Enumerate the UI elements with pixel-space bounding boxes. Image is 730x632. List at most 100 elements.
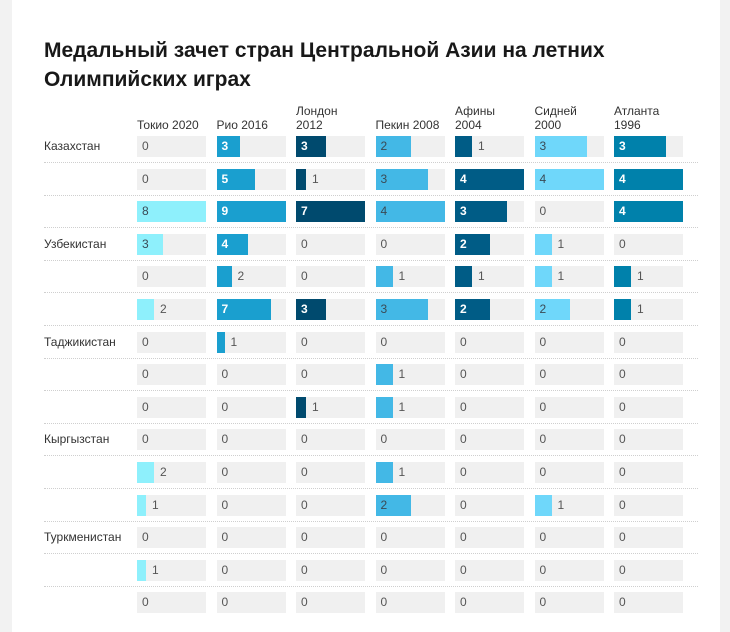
medal-cell: 0	[614, 233, 683, 255]
medal-cell: 0	[216, 396, 286, 418]
medal-cell: 3	[534, 136, 604, 157]
chart-card: Медальный зачет стран Центральной Азии н…	[12, 0, 720, 632]
medal-value: 1	[152, 562, 159, 577]
medal-value: 0	[221, 367, 229, 382]
medal-value: 2	[460, 302, 467, 316]
medal-value: 2	[380, 139, 388, 153]
medal-value: 0	[380, 530, 388, 545]
medal-cell: 0	[455, 462, 524, 483]
medal-cell: 9	[216, 201, 286, 223]
medal-cell: 0	[614, 331, 683, 353]
medal-bar	[216, 331, 225, 353]
medal-cell: 0	[534, 592, 604, 614]
medal-bar	[375, 494, 411, 516]
country-label: Узбекистан	[44, 236, 107, 251]
medal-value: 0	[460, 595, 467, 610]
medal-bar	[137, 559, 146, 581]
medal-cell: 0	[614, 527, 683, 549]
medal-value: 9	[221, 204, 229, 219]
medal-value: 0	[142, 530, 149, 545]
medal-cell: 0	[216, 462, 286, 483]
column-header: Пекин 2008	[376, 100, 452, 132]
medal-value: 0	[221, 432, 229, 447]
medal-bar	[534, 233, 552, 255]
medal-value: 0	[539, 465, 547, 479]
medal-value: 3	[301, 139, 308, 153]
medal-value: 0	[619, 334, 626, 349]
medal-value: 2	[539, 302, 547, 316]
medal-value: 0	[619, 497, 626, 512]
medal-cell: 3	[216, 136, 286, 157]
medal-value: 2	[460, 236, 467, 251]
medal-value: 0	[301, 497, 308, 512]
column-header-line2: 2012	[296, 118, 323, 132]
medal-value: 1	[478, 139, 485, 153]
medal-value: 5	[221, 171, 229, 186]
medal-bar	[216, 168, 255, 190]
medal-value: 0	[460, 530, 467, 545]
medal-bar	[455, 299, 490, 320]
medal-value: 0	[539, 367, 547, 382]
medal-value: 0	[539, 334, 547, 349]
medal-value: 7	[301, 204, 308, 219]
medal-bar	[375, 201, 445, 223]
column-header-line1: Лондон	[296, 104, 338, 118]
medal-bar	[216, 201, 286, 223]
medal-cell: 0	[614, 364, 683, 386]
medal-cell: 4	[216, 233, 286, 255]
medal-value: 0	[142, 399, 149, 414]
medal-cell: 1	[375, 396, 445, 418]
medal-cell: 1	[296, 168, 365, 190]
medal-value: 0	[142, 595, 149, 610]
medal-cell: 0	[137, 396, 206, 418]
row-divider	[44, 455, 698, 457]
medal-value: 0	[539, 562, 547, 577]
medal-bar	[375, 299, 428, 320]
medal-cell: 2	[534, 299, 604, 320]
medal-cell: 0	[216, 364, 286, 386]
medal-value: 3	[619, 139, 626, 153]
medal-value: 2	[160, 465, 167, 479]
row-divider	[44, 227, 698, 229]
medal-cell: 5	[216, 168, 286, 190]
medal-cell: 0	[534, 559, 604, 581]
medal-cell: 0	[296, 233, 365, 255]
medal-cell: 0	[614, 592, 683, 614]
medal-value: 0	[619, 465, 626, 479]
column-header-line2: 2000	[534, 118, 562, 132]
medal-value: 0	[142, 334, 149, 349]
medal-cell: 0	[296, 592, 365, 614]
medal-value: 3	[380, 302, 388, 316]
medal-cell: 1	[614, 266, 683, 288]
medal-cell: 0	[614, 396, 683, 418]
medal-value: 0	[460, 367, 467, 382]
medal-cell: 0	[614, 462, 683, 483]
row-divider	[44, 162, 698, 163]
medal-value: 2	[380, 497, 388, 512]
medal-value: 2	[237, 269, 245, 284]
medal-cell: 3	[455, 201, 524, 223]
medal-cell: 2	[375, 494, 445, 516]
medal-bar	[137, 299, 154, 320]
medal-cell: 3	[137, 233, 206, 255]
medal-value: 3	[142, 236, 149, 251]
medal-value: 1	[312, 171, 319, 186]
medal-cell: 0	[455, 331, 524, 353]
medal-value: 0	[142, 269, 149, 284]
medal-bar	[614, 168, 683, 190]
medal-value: 0	[460, 399, 467, 414]
medal-value: 0	[301, 465, 308, 479]
medal-bar	[614, 201, 683, 223]
medal-cell: 3	[375, 299, 445, 320]
medal-cell: 1	[455, 136, 524, 157]
medal-value: 4	[619, 204, 626, 219]
medal-value: 0	[619, 399, 626, 414]
medal-bar	[375, 266, 393, 288]
medal-cell: 0	[216, 429, 286, 451]
medal-cell: 1	[534, 233, 604, 255]
medal-cell: 1	[534, 266, 604, 288]
medal-cell: 0	[375, 527, 445, 549]
medal-cell: 1	[375, 462, 445, 483]
medal-cell: 0	[216, 592, 286, 614]
medal-value: 3	[380, 171, 388, 186]
